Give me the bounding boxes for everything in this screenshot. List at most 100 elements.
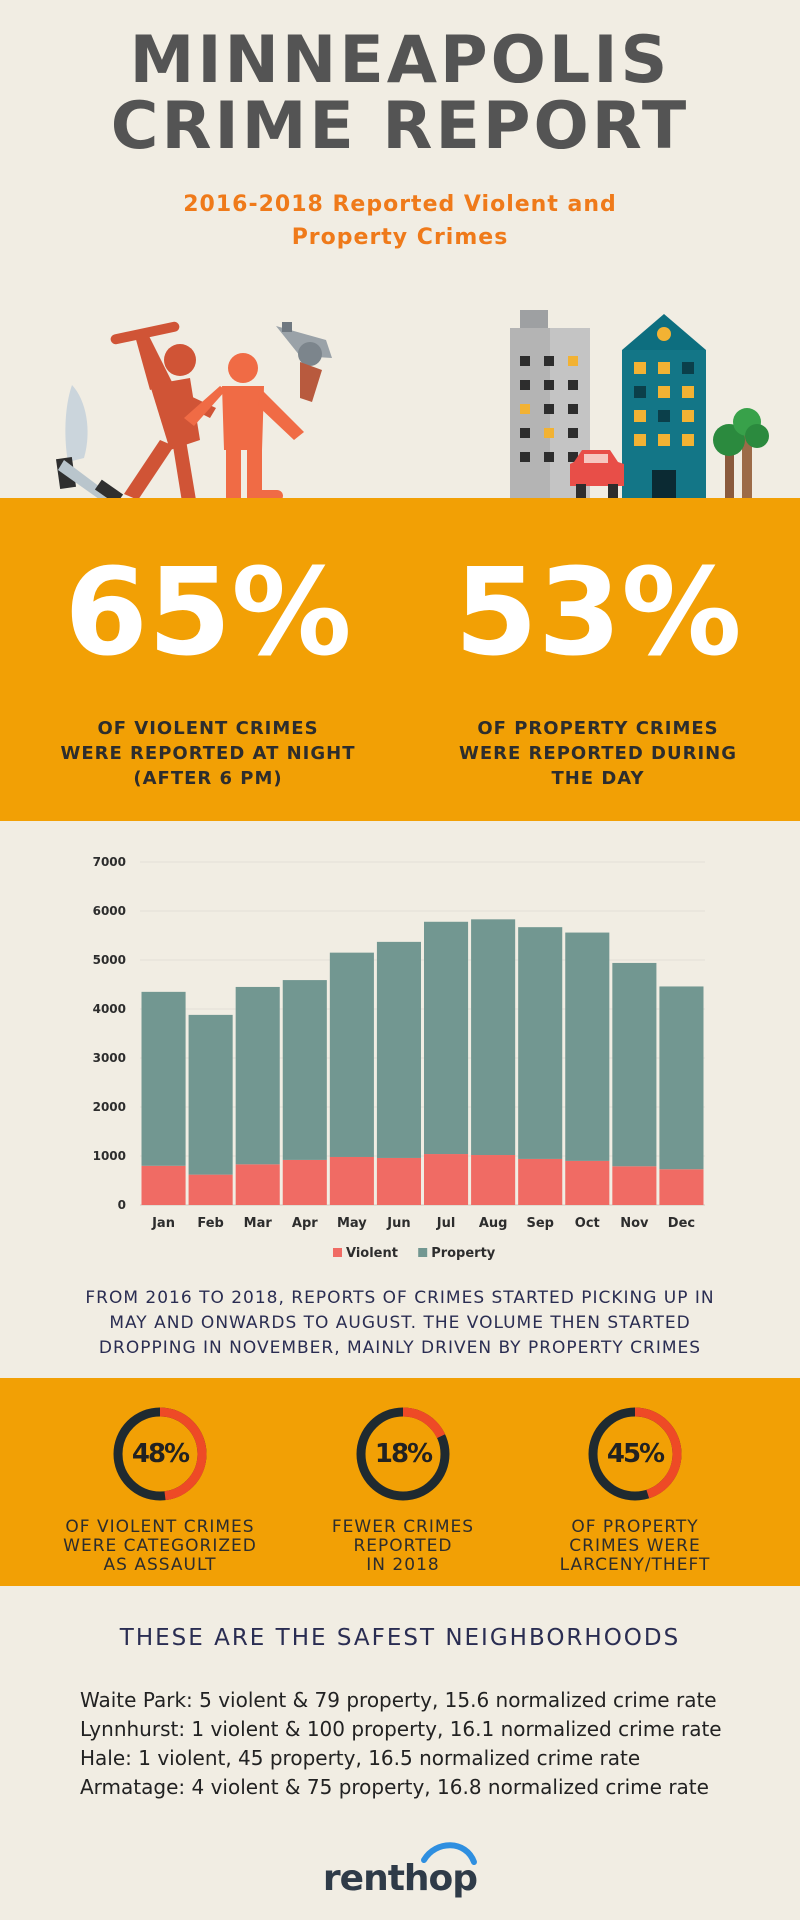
car-icon [570,450,624,500]
chart-gridlines [140,861,705,1206]
donut-stat-assault: 48% OF VIOLENT CRIMES WERE CATEGORIZED A… [25,1378,295,1586]
caption-line: OF VIOLENT CRIMES [65,1517,255,1537]
caption-line: CRIMES WERE [569,1536,701,1556]
page-subtitle: 2016-2018 Reported Violent and Property … [183,192,617,250]
legend-label-property: Property [431,1246,496,1261]
x-tick-label: Jun [386,1216,410,1231]
bar-violent-sep [518,1158,563,1205]
caption-line: FEWER CRIMES [331,1517,475,1537]
donut-caption: FEWER CRIMES REPORTED IN 2018 [268,1518,538,1575]
x-tick-label: May [337,1216,367,1231]
logo-text: renthop [323,1858,477,1899]
bar-violent-mar [235,1164,280,1205]
revolver-icon [276,322,332,402]
monthly-crimes-chart: 0 1000 2000 3000 4000 5000 6000 7000 Jan Feb Mar A… [93,855,705,1261]
donut-percent: 48% [131,1439,190,1469]
page-title: MINNEAPOLIS CRIME REPORT [0,28,800,160]
caption-line: OF PROPERTY [571,1517,699,1537]
summary-line: FROM 2016 TO 2018, REPORTS OF CRIMES STA… [85,1288,715,1308]
buildings-icon [510,310,706,500]
caption-line: WERE CATEGORIZED [63,1536,257,1556]
list-item: Armatage: 4 violent & 75 property, 16.8 … [80,1775,709,1799]
y-tick-label: 7000 [93,855,126,869]
donut-percent: 45% [606,1439,665,1469]
bar-violent-dec [659,1169,704,1205]
bar-property-oct [565,932,610,1161]
donut-ring [356,1407,450,1501]
bar-property-jun [376,941,421,1158]
bar-property-mar [235,986,280,1165]
summary-line: DROPPING IN NOVEMBER, MAINLY DRIVEN BY P… [98,1338,702,1358]
chart-summary: FROM 2016 TO 2018, REPORTS OF CRIMES STA… [50,1286,750,1361]
donut-percent: 18% [374,1439,433,1469]
bar-property-feb [188,1014,233,1175]
bar-violent-nov [612,1166,657,1205]
bar-violent-jul [424,1154,469,1205]
x-tick-label: Jul [436,1216,456,1231]
caption-line: (AFTER 6 PM) [133,768,283,789]
list-item: Lynnhurst: 1 violent & 100 property, 16.… [80,1717,722,1741]
donut-caption: OF VIOLENT CRIMES WERE CATEGORIZED AS AS… [25,1518,295,1575]
caption-line: AS ASSAULT [103,1555,217,1575]
x-tick-label: Nov [620,1216,649,1231]
donut-stats-band: 48% OF VIOLENT CRIMES WERE CATEGORIZED A… [0,1378,800,1586]
caption-line: OF VIOLENT CRIMES [97,718,319,739]
title-line-2: CRIME REPORT [110,89,690,164]
x-axis-tick-labels: Jan Feb Mar Apr May Jun Jul Aug Sep Oct Nov Dec [151,1216,695,1231]
list-item: Waite Park: 5 violent & 79 property, 15.… [80,1688,717,1712]
bar-property-sep [518,927,563,1159]
bar-property-may [329,952,374,1157]
y-tick-label: 2000 [93,1100,126,1114]
x-tick-label: Oct [575,1216,600,1231]
x-tick-label: Dec [668,1216,695,1231]
knife-icon [55,385,124,500]
caption-line: WERE REPORTED DURING [458,743,737,764]
x-tick-label: Mar [244,1216,273,1231]
donut-stat-larceny: 45% OF PROPERTY CRIMES WERE LARCENY/THEF… [500,1378,770,1586]
safest-neighborhoods-list: Waite Park: 5 violent & 79 property, 15.… [80,1686,780,1802]
caption-line: WERE REPORTED AT NIGHT [60,743,356,764]
donut-stat-fewer-crimes: 18% FEWER CRIMES REPORTED IN 2018 [268,1378,538,1586]
bar-violent-may [329,1156,374,1205]
y-tick-label: 0 [118,1198,126,1212]
bar-violent-oct [565,1160,610,1205]
bar-violent-jan [141,1165,186,1205]
bar-property-jan [141,991,186,1166]
stats-band: 65% OF VIOLENT CRIMES WERE REPORTED AT N… [0,498,800,821]
caption-line: REPORTED [353,1536,453,1556]
y-tick-label: 6000 [93,904,126,918]
attacker-icon [110,321,216,500]
y-tick-label: 3000 [93,1051,126,1065]
caption-line: THE DAY [551,768,645,789]
bar-violent-jun [376,1157,421,1205]
day-property-caption: OF PROPERTY CRIMES WERE REPORTED DURING … [398,716,798,791]
x-tick-label: Jan [151,1216,175,1231]
bar-violent-aug [471,1155,516,1205]
y-tick-label: 4000 [93,1002,126,1016]
summary-line: MAY AND ONWARDS TO AUGUST. THE VOLUME TH… [109,1313,691,1333]
title-line-1: MINNEAPOLIS [129,23,671,98]
donut-arc [113,1407,207,1501]
legend-swatch-property [418,1248,428,1257]
logo-arc-icon [421,1842,477,1865]
chart-legend: Violent Property [333,1246,496,1261]
y-tick-label: 1000 [93,1149,126,1163]
crime-illustration [55,310,769,500]
y-tick-label: 5000 [93,953,126,967]
bar-violent-apr [282,1159,327,1205]
caption-line: IN 2018 [366,1555,440,1575]
donut-ring [588,1407,682,1501]
safest-neighborhoods-title: THESE ARE THE SAFEST NEIGHBORHOODS [119,1625,681,1651]
day-property-percent: 53% [454,544,742,683]
trees-icon [713,408,769,500]
caption-line: LARCENY/THEFT [559,1555,711,1575]
donut-ring [113,1407,207,1501]
donut-caption: OF PROPERTY CRIMES WERE LARCENY/THEFT [500,1518,770,1575]
donut-arc [588,1407,682,1501]
x-tick-label: Sep [526,1216,554,1231]
bar-property-aug [471,919,516,1156]
legend-label-violent: Violent [346,1246,398,1261]
night-violent-caption: OF VIOLENT CRIMES WERE REPORTED AT NIGHT… [8,716,408,791]
renthop-logo[interactable]: renthop [0,1838,800,1908]
bar-property-apr [282,980,327,1160]
